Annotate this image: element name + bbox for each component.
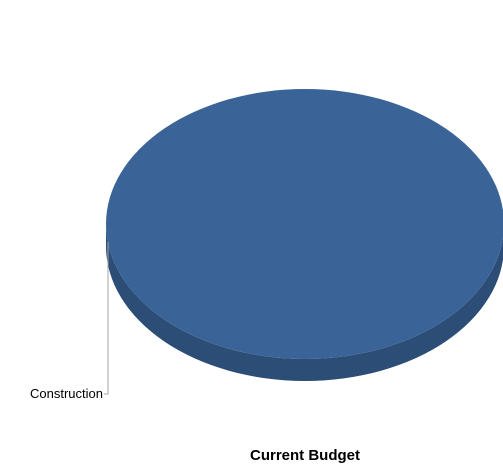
slice-label-0: Construction <box>30 386 103 401</box>
chart-title: Current Budget <box>250 447 360 464</box>
pie-slice-0 <box>106 89 503 359</box>
slices-layer <box>106 89 503 381</box>
leader-line-0 <box>104 242 109 395</box>
pie-slice-side-0 <box>106 224 503 381</box>
labels-layer: Construction <box>30 242 109 401</box>
